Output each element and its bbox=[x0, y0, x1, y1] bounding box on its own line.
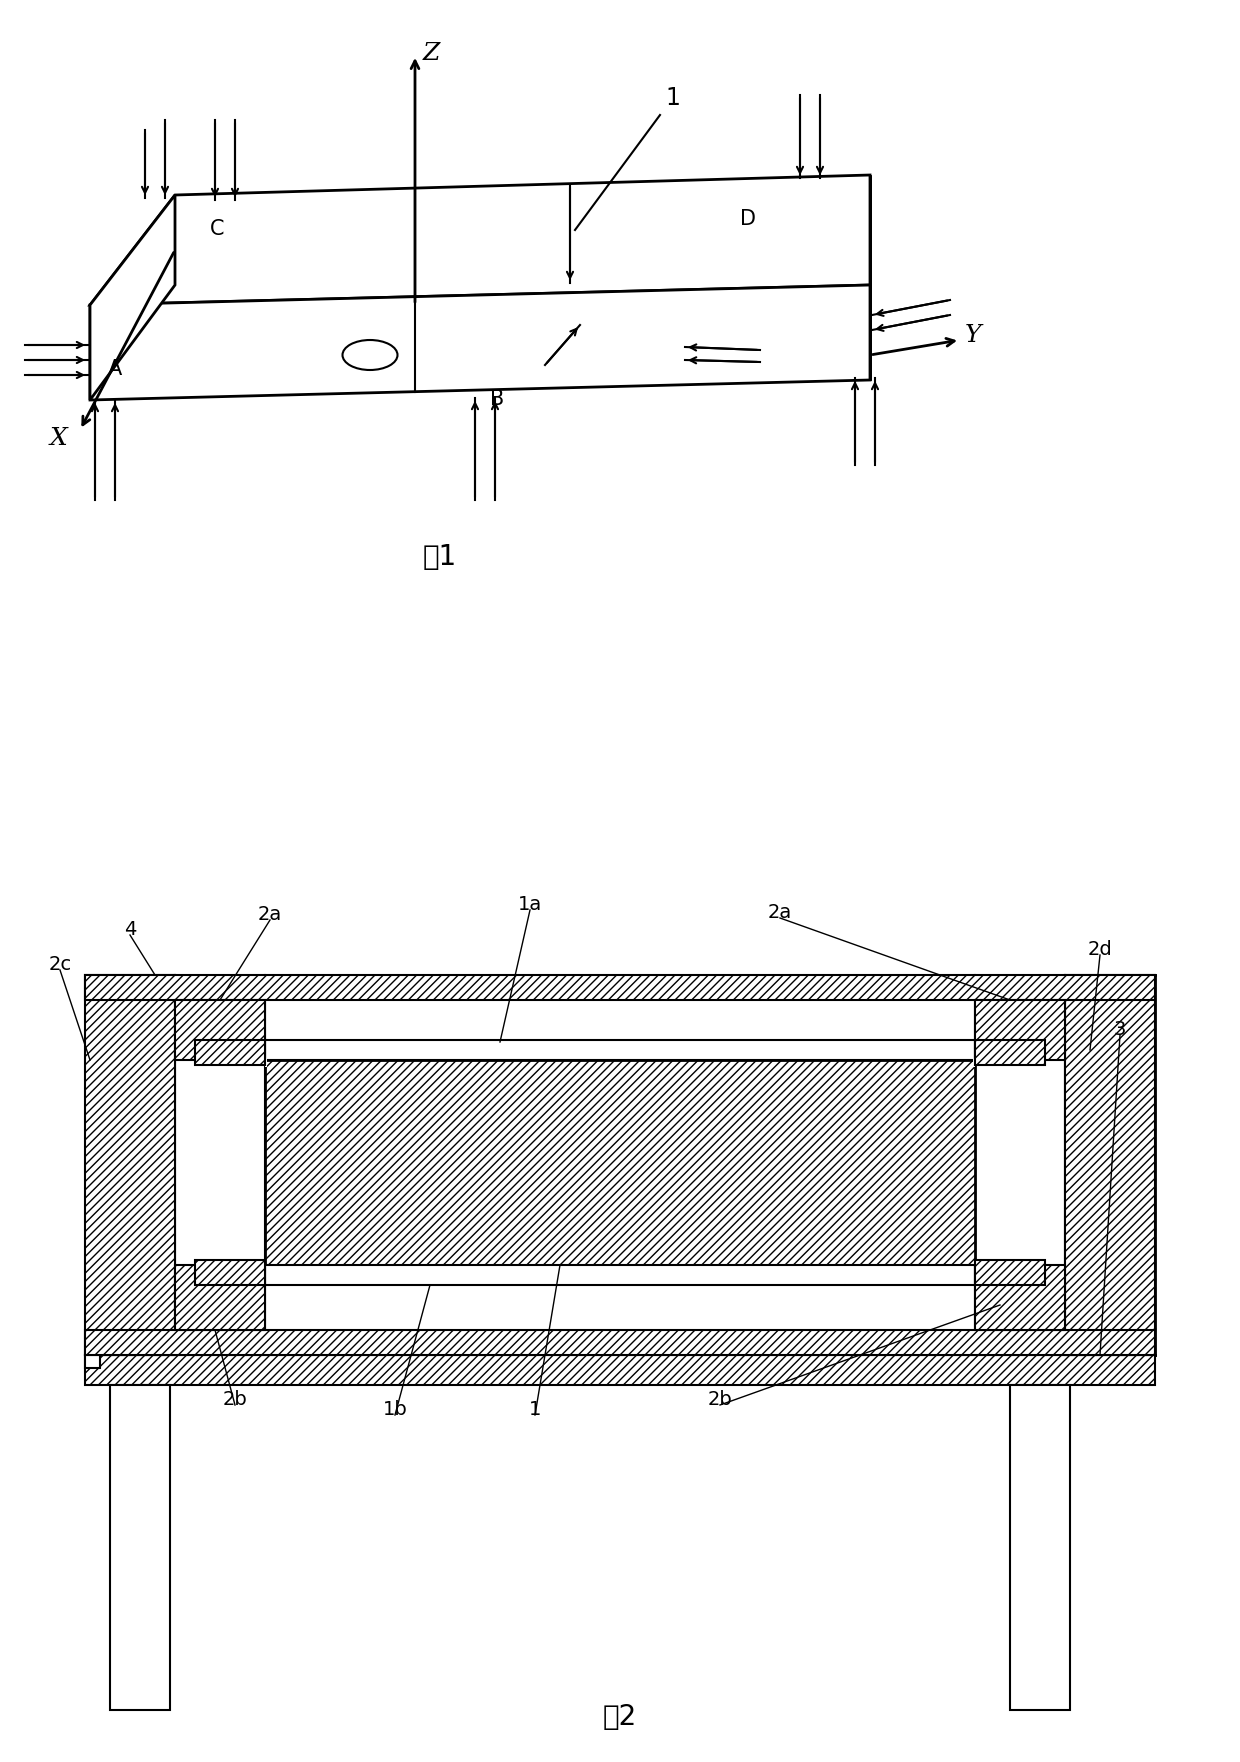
Text: 2c: 2c bbox=[48, 955, 72, 974]
Text: 2a: 2a bbox=[768, 902, 792, 922]
Polygon shape bbox=[175, 1001, 265, 1061]
Text: 4: 4 bbox=[124, 920, 136, 939]
Text: 图2: 图2 bbox=[603, 1704, 637, 1730]
Text: A: A bbox=[108, 359, 123, 379]
Text: B: B bbox=[490, 389, 505, 409]
Polygon shape bbox=[175, 1265, 265, 1330]
Text: 图1: 图1 bbox=[423, 543, 458, 571]
Text: D: D bbox=[740, 210, 756, 229]
Polygon shape bbox=[110, 1385, 170, 1709]
Polygon shape bbox=[86, 1355, 100, 1367]
Polygon shape bbox=[975, 1265, 1065, 1330]
Polygon shape bbox=[1065, 974, 1154, 1355]
Polygon shape bbox=[1011, 1385, 1070, 1709]
Text: 3: 3 bbox=[1114, 1020, 1126, 1040]
Polygon shape bbox=[91, 196, 175, 400]
Polygon shape bbox=[265, 1040, 975, 1061]
Polygon shape bbox=[91, 285, 870, 400]
Polygon shape bbox=[265, 1061, 975, 1265]
Polygon shape bbox=[86, 974, 1154, 1001]
Text: 1: 1 bbox=[665, 86, 680, 109]
Text: C: C bbox=[210, 218, 224, 240]
Polygon shape bbox=[195, 1040, 265, 1064]
Text: Y: Y bbox=[965, 324, 982, 347]
Text: 2d: 2d bbox=[1087, 939, 1112, 959]
Polygon shape bbox=[265, 1265, 975, 1284]
Polygon shape bbox=[86, 974, 175, 1355]
Text: 2a: 2a bbox=[258, 906, 283, 923]
Polygon shape bbox=[975, 1260, 1045, 1284]
Polygon shape bbox=[975, 1040, 1045, 1064]
Polygon shape bbox=[973, 1057, 975, 1068]
Polygon shape bbox=[195, 1260, 265, 1284]
Polygon shape bbox=[86, 1330, 1154, 1355]
Polygon shape bbox=[975, 1001, 1065, 1061]
Text: Z: Z bbox=[423, 42, 440, 65]
Text: 2b: 2b bbox=[223, 1390, 247, 1410]
Text: 2b: 2b bbox=[708, 1390, 733, 1410]
Text: 1: 1 bbox=[528, 1401, 541, 1418]
Polygon shape bbox=[86, 1355, 1154, 1385]
Text: X: X bbox=[50, 426, 68, 449]
Text: 1b: 1b bbox=[383, 1401, 408, 1418]
Polygon shape bbox=[265, 1057, 267, 1068]
Polygon shape bbox=[91, 174, 870, 305]
Text: 1a: 1a bbox=[518, 895, 542, 914]
